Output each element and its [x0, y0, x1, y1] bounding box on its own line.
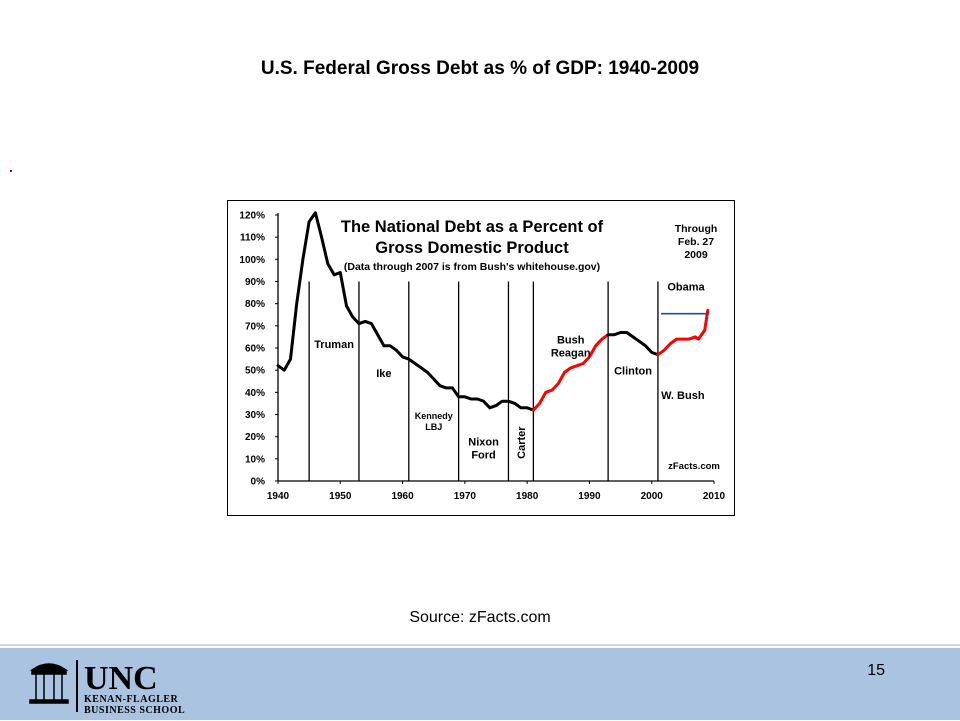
y-tick-label: 60%	[245, 344, 265, 355]
stray-dot	[10, 170, 12, 172]
president-label-bush-reagan: Bush	[557, 335, 585, 347]
debt-series-3	[656, 308, 710, 357]
chart-subtitle: (Data through 2007 is from Bush's whiteh…	[344, 261, 600, 273]
x-tick-label: 1970	[454, 491, 477, 502]
debt-chart: 0% 10% 20% 30% 40% 50% 60% 70% 80% 90% 100% 110% 120…	[227, 200, 735, 516]
president-label-nixon-ford: Nixon	[468, 437, 499, 449]
y-tick-label: 30%	[245, 410, 265, 421]
logo-line2: KENAN-FLAGLER	[84, 694, 179, 705]
unc-logo: UNC KENAN-FLAGLER BUSINESS SCHOOL	[26, 656, 216, 721]
president-label-ike: Ike	[376, 368, 391, 380]
logo-line3: BUSINESS SCHOOL	[84, 705, 185, 716]
y-tick-label: 100%	[239, 255, 265, 266]
president-label-w-bush: W. Bush	[661, 390, 705, 402]
page-number: 15	[867, 662, 885, 679]
chart-credit: zFacts.com	[668, 461, 720, 472]
y-tick-label: 70%	[245, 321, 265, 332]
president-label-carter: Carter	[516, 426, 528, 459]
source-caption: Source: zFacts.com	[409, 609, 551, 626]
chart-svg: 0% 10% 20% 30% 40% 50% 60% 70% 80% 90% 100% 110% 120…	[239, 211, 726, 503]
y-tick-label: 120%	[239, 211, 265, 222]
chart-title: The National Debt as a Percent of	[341, 218, 604, 236]
x-tick-label: 2000	[641, 491, 664, 502]
x-tick-label: 1990	[578, 491, 601, 502]
y-tick-label: 0%	[251, 477, 266, 488]
x-tick-label: 2010	[703, 491, 726, 502]
president-label-truman: Truman	[314, 339, 354, 351]
slide-title: U.S. Federal Gross Debt as % of GDP: 194…	[260, 58, 700, 79]
president-label-clinton: Clinton	[614, 366, 652, 378]
y-tick-label: 110%	[240, 233, 265, 244]
debt-series-0	[276, 211, 535, 412]
x-tick-label: 1940	[267, 491, 290, 502]
president-label-kennedy-lbj: LBJ	[425, 422, 442, 432]
x-tick-label: 1950	[329, 491, 352, 502]
note-line-2: Feb. 27	[678, 236, 714, 248]
x-tick-label: 1980	[516, 491, 539, 502]
y-tick-label: 50%	[245, 366, 265, 377]
president-label-kennedy-lbj: Kennedy	[415, 411, 453, 421]
footer-bar	[0, 648, 960, 720]
president-label-obama: Obama	[667, 281, 705, 293]
note-line-3: 2009	[684, 249, 708, 261]
debt-series-1	[531, 333, 610, 412]
footer-divider	[0, 644, 960, 646]
president-label-nixon-ford: Ford	[471, 450, 495, 462]
y-tick-label: 20%	[245, 432, 265, 443]
y-tick-label: 10%	[245, 454, 265, 465]
x-tick-label: 1960	[391, 491, 414, 502]
old-well-icon	[29, 663, 69, 704]
y-tick-label: 90%	[245, 277, 265, 288]
chart-title-line2: Gross Domestic Product	[375, 239, 569, 257]
logo-unc-text: UNC	[84, 660, 158, 697]
y-tick-label: 80%	[245, 299, 265, 310]
y-tick-label: 40%	[245, 388, 265, 399]
president-label-bush-reagan: Reagan	[551, 348, 591, 360]
note-line-1: Through	[675, 223, 718, 235]
debt-series-2	[606, 331, 660, 357]
